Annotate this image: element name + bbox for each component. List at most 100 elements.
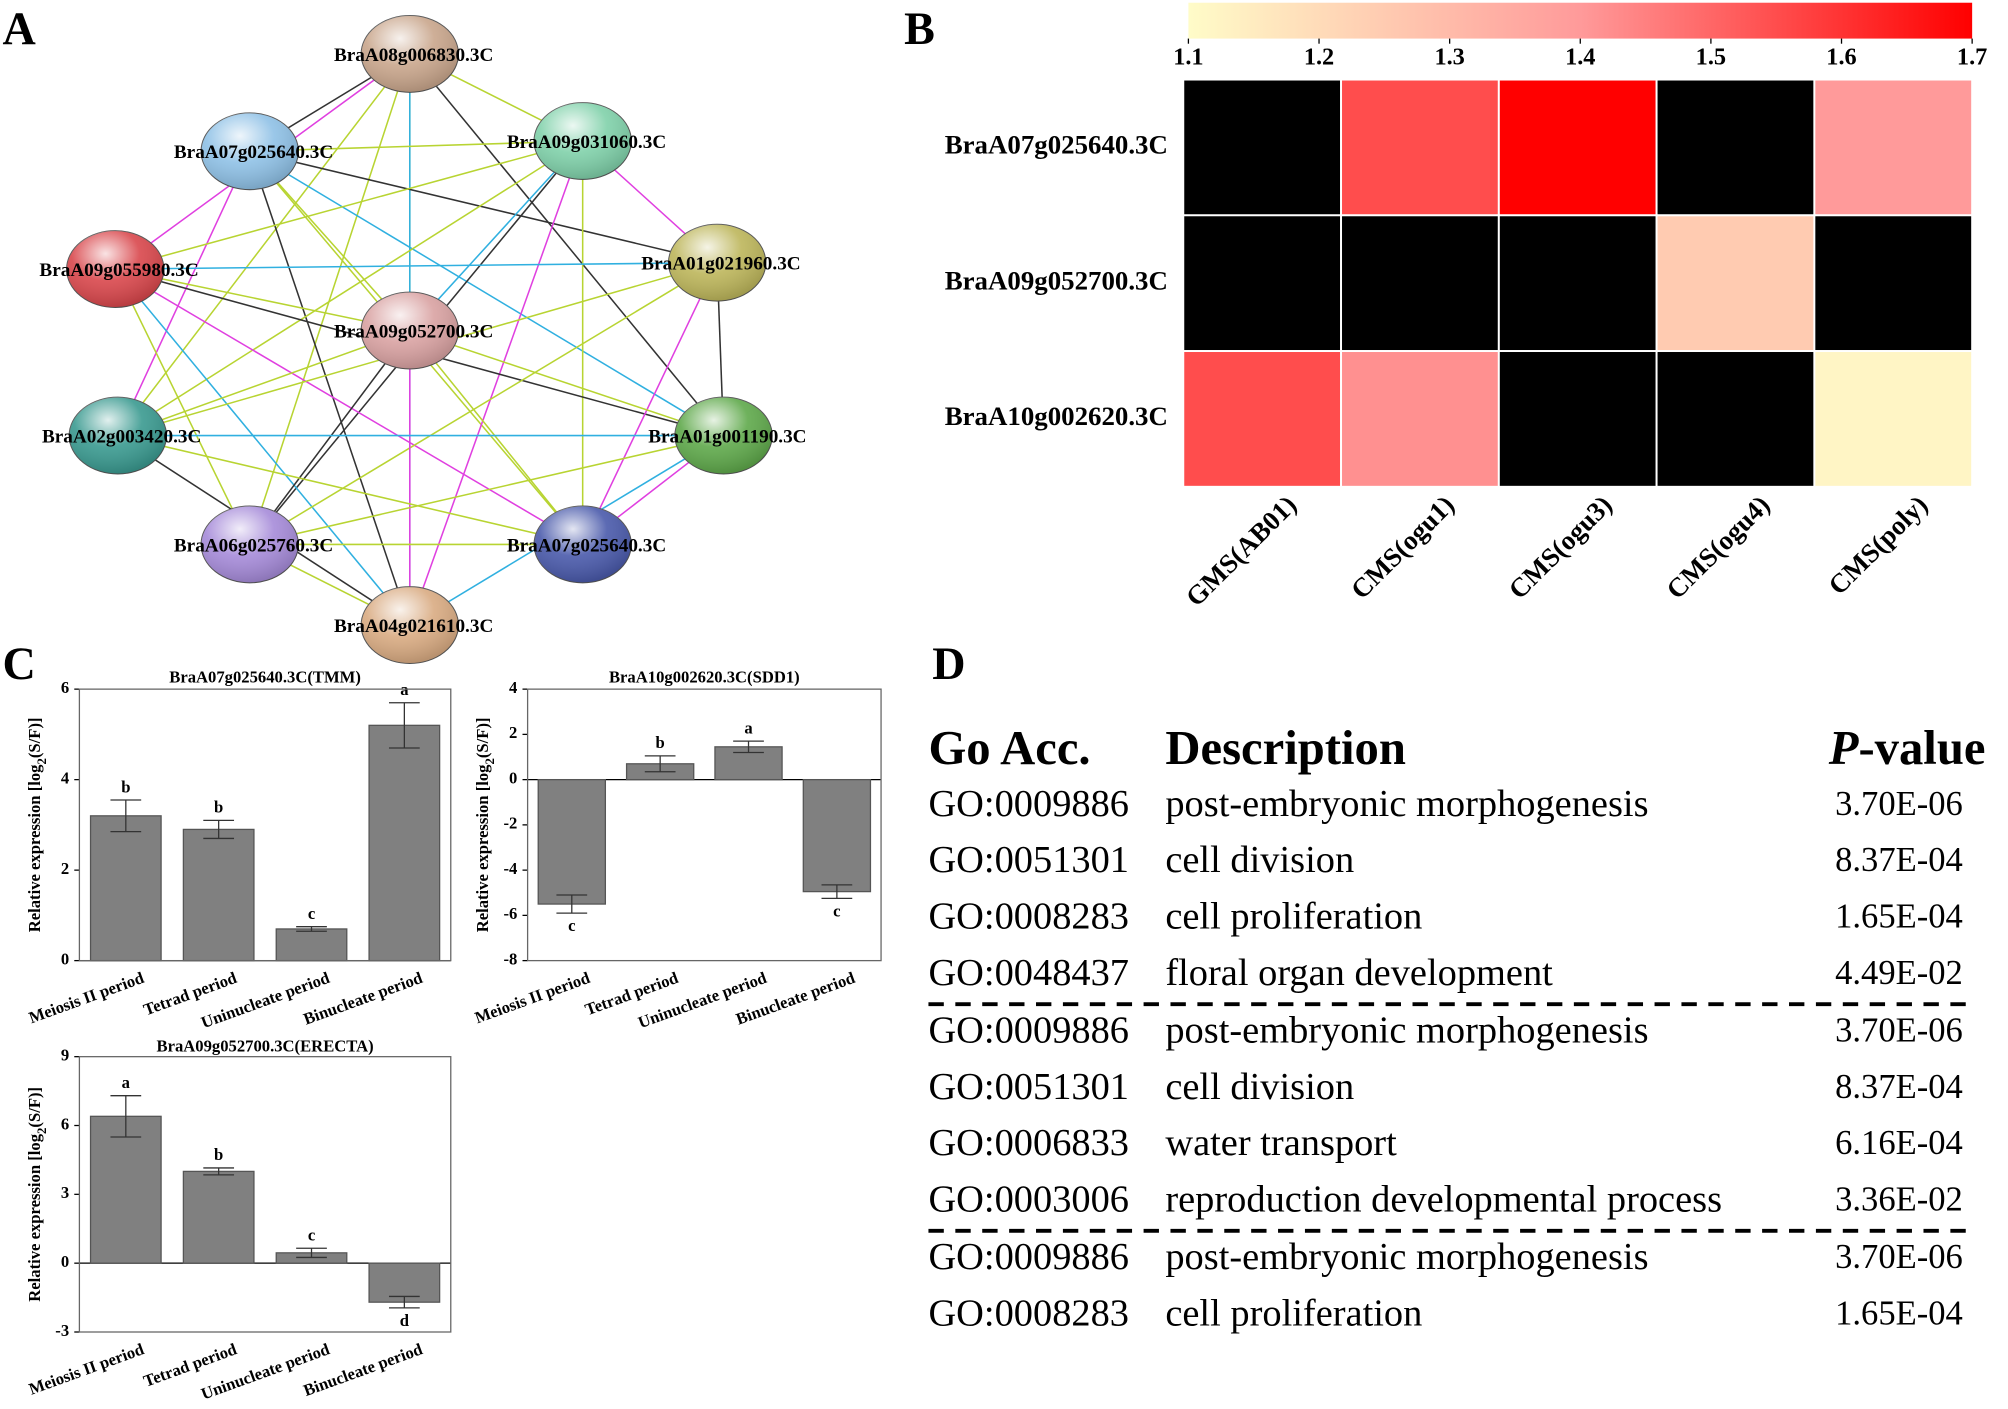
table-header-part: Go Acc. (928, 721, 1090, 775)
table-cell: cell proliferation (1165, 895, 1422, 937)
edge (249, 330, 411, 545)
table-cell: floral organ development (1165, 952, 1553, 994)
y-axis-label-part: (S/F)] (25, 1087, 44, 1128)
panel-label: C (3, 638, 36, 689)
heatmap-cell (1340, 214, 1500, 353)
table-cell: post-embryonic morphogenesis (1165, 1009, 1648, 1051)
node-shine (674, 397, 773, 474)
node-shine (534, 102, 632, 180)
edge (117, 140, 584, 437)
heatmap-cell (1340, 78, 1500, 217)
edge (249, 150, 724, 437)
table-cell: GO:0009886 (928, 1009, 1129, 1051)
row-label: BraA10g002620.3C (945, 401, 1168, 431)
significance-letter: a (122, 1073, 131, 1092)
heatmap-cell (1655, 214, 1816, 353)
table-cell: GO:0008283 (928, 895, 1129, 937)
y-axis-label-part: 2 (483, 758, 497, 764)
table-cell: 4.49E-02 (1835, 954, 1963, 992)
edge (115, 140, 583, 270)
column-label: CMS(ogu4) (1660, 490, 1775, 605)
bar (802, 778, 872, 893)
significance-letter: c (308, 1226, 315, 1245)
table-cell: 3.70E-06 (1835, 1012, 1963, 1050)
table-cell: water transport (1165, 1122, 1397, 1164)
colorbar (1188, 2, 1973, 39)
colorbar-tick-label: 1.6 (1826, 44, 1856, 71)
colorbar-tick-label: 1.7 (1957, 44, 1987, 71)
table-cell: GO:0009886 (928, 783, 1129, 825)
node-label: BraA09g052700.3C (334, 322, 493, 343)
y-tick-label: -3 (55, 1321, 69, 1340)
significance-letter: c (833, 901, 840, 920)
edge (249, 150, 718, 264)
node-label: BraA08g006830.3C (334, 45, 493, 66)
table-cell: cell proliferation (1165, 1292, 1422, 1334)
error-bar (556, 894, 588, 914)
edge (117, 150, 251, 436)
error-bar (821, 884, 853, 900)
edge (117, 53, 411, 437)
colorbar-tick-label: 1.4 (1565, 44, 1595, 71)
panel-label: D (932, 638, 965, 689)
y-tick-label: 0 (509, 768, 517, 787)
y-axis-label-part: (S/F)] (473, 717, 492, 758)
table-cell: 6.16E-04 (1835, 1124, 1963, 1162)
y-tick-label: 4 (61, 768, 69, 787)
y-tick-label: -4 (504, 859, 518, 878)
y-tick-label: 2 (509, 723, 517, 742)
table-cell: post-embryonic morphogenesis (1165, 1236, 1648, 1278)
y-tick-label: 6 (61, 1114, 69, 1133)
y-axis-label-part: Relative expression [log (473, 764, 492, 932)
y-tick-label: -2 (504, 814, 518, 833)
heatmap-cell (1813, 350, 1974, 488)
x-tick-label: Meiosis II period (26, 1339, 147, 1398)
error-bar (296, 926, 327, 932)
node-label: BraA09g031060.3C (507, 132, 666, 153)
panel-label: A (3, 3, 36, 54)
y-tick-label: 4 (509, 678, 517, 697)
heatmap-cell (1497, 350, 1658, 488)
table-cell: 1.65E-04 (1835, 1295, 1963, 1333)
column-label: CMS(ogu3) (1503, 490, 1618, 605)
table-cell: cell division (1165, 1066, 1354, 1108)
bar (182, 828, 255, 962)
table-cell: GO:0008283 (928, 1292, 1129, 1334)
table-cell: GO:0006833 (928, 1122, 1129, 1164)
node-shine (668, 224, 766, 302)
edge (114, 268, 584, 546)
column-label: CMS(poly) (1822, 490, 1933, 601)
table-cell: 8.37E-04 (1835, 841, 1963, 879)
bar (368, 724, 441, 962)
edge (249, 262, 718, 546)
edge (115, 261, 718, 270)
colorbar-tick-label: 1.2 (1304, 44, 1334, 71)
table-header: Go Acc. (928, 721, 1090, 775)
error-bar (203, 819, 235, 840)
table-cell: reproduction developmental process (1165, 1178, 1722, 1220)
x-tick-label: Meiosis II period (26, 968, 147, 1027)
node-label: BraA04g021610.3C (334, 616, 493, 637)
node-label: BraA06g025760.3C (174, 535, 333, 556)
y-axis-label: Relative expression [log2(S/F)] (473, 717, 497, 932)
significance-letter: c (308, 904, 315, 923)
heatmap-cell (1497, 214, 1658, 353)
colorbar-tick-label: 1.1 (1173, 44, 1203, 71)
edge (409, 53, 725, 437)
node-label: BraA01g001190.3C (648, 427, 806, 448)
significance-letter: c (568, 916, 575, 935)
heatmap-cell (1182, 78, 1343, 217)
heatmap-cell (1655, 78, 1816, 217)
heatmap-cell (1340, 350, 1500, 488)
y-axis-label-part: 2 (35, 758, 49, 764)
node-shine (361, 586, 459, 664)
bar (537, 778, 607, 905)
table-header-part: Description (1165, 721, 1406, 775)
node-label: BraA02g003420.3C (42, 427, 201, 448)
table-cell: 1.65E-04 (1835, 898, 1963, 936)
y-axis-label: Relative expression [log2(S/F)] (25, 1087, 49, 1302)
significance-letter: b (214, 1145, 223, 1164)
edge (114, 268, 411, 626)
colorbar-tick-label: 1.3 (1434, 44, 1464, 71)
heatmap-cell (1182, 350, 1343, 488)
